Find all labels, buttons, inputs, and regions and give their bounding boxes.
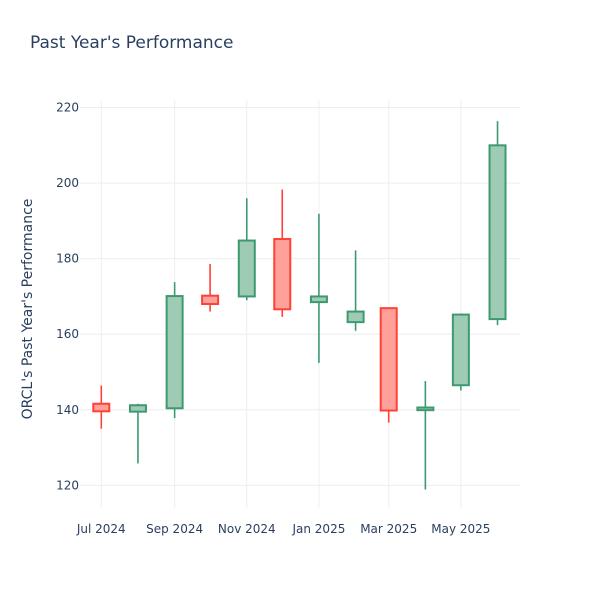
candle-increasing (416, 381, 435, 490)
grid-lines (80, 100, 520, 508)
candle-decreasing (201, 263, 220, 312)
candle-body (165, 295, 184, 410)
y-tick-label: 140 (56, 403, 79, 417)
y-tick-label: 180 (56, 252, 79, 266)
candle-body (273, 238, 292, 311)
candle-increasing (128, 403, 147, 464)
y-axis-ticks: 120 140 160 180 200 220 (56, 101, 79, 493)
x-tick-label: Sep 2024 (146, 522, 203, 536)
x-tick-label: Jan 2025 (291, 522, 345, 536)
x-tick-label: Jul 2024 (76, 522, 126, 536)
y-tick-label: 220 (56, 101, 79, 115)
candle-body (488, 144, 507, 321)
candles (92, 121, 507, 490)
y-tick-label: 160 (56, 327, 79, 341)
x-tick-label: Mar 2025 (360, 522, 417, 536)
candle-body (92, 402, 111, 413)
candle-increasing (309, 213, 328, 363)
candle-body (416, 406, 435, 412)
candle-body (237, 239, 256, 298)
candle-increasing (165, 282, 184, 419)
candle-increasing (237, 198, 256, 301)
y-tick-label: 120 (56, 478, 79, 492)
candle-increasing (488, 121, 507, 326)
x-tick-label: Nov 2024 (218, 522, 276, 536)
chart-title: Past Year's Performance (30, 33, 234, 53)
candle-increasing (346, 250, 365, 331)
candle-body (128, 404, 147, 413)
candle-increasing (451, 313, 470, 391)
candle-body (309, 295, 328, 304)
candle-body (346, 310, 365, 324)
candle-decreasing (273, 189, 292, 317)
candle-body (201, 294, 220, 306)
candle-decreasing (92, 385, 111, 429)
candle-decreasing (379, 307, 398, 423)
x-axis-ticks: Jul 2024 Sep 2024 Nov 2024 Jan 2025 Mar 2025… (76, 522, 491, 536)
y-axis-title: ORCL's Past Year's Performance (20, 199, 36, 420)
candle-body (451, 313, 470, 387)
y-tick-label: 200 (56, 176, 79, 190)
x-tick-label: May 2025 (431, 522, 490, 536)
candle-body (379, 307, 398, 412)
